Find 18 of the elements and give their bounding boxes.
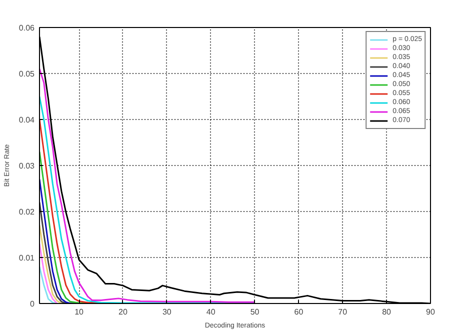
x-tick-label: 70 — [338, 308, 348, 316]
y-tick-label: 0.03 — [18, 162, 36, 170]
x-tick-label: 80 — [382, 308, 392, 316]
y-tick-label: 0.04 — [18, 116, 36, 124]
x-tick-label: 50 — [250, 308, 260, 316]
y-tick-label: 0.06 — [18, 24, 36, 32]
y-tick-label: 0.02 — [18, 208, 36, 216]
line-series — [40, 266, 58, 304]
x-tick-label: 30 — [162, 308, 172, 316]
y-tick-label: 0.01 — [18, 254, 36, 262]
x-tick-label: 20 — [118, 308, 128, 316]
x-tick-label: 10 — [74, 308, 84, 316]
x-tick-label: 60 — [294, 308, 304, 316]
x-tick-label: 90 — [426, 308, 436, 316]
y-tick-label: 0 — [30, 300, 36, 308]
y-tick-label: 0.05 — [18, 70, 36, 78]
x-tick-label: 40 — [206, 308, 216, 316]
line-series — [40, 242, 58, 304]
